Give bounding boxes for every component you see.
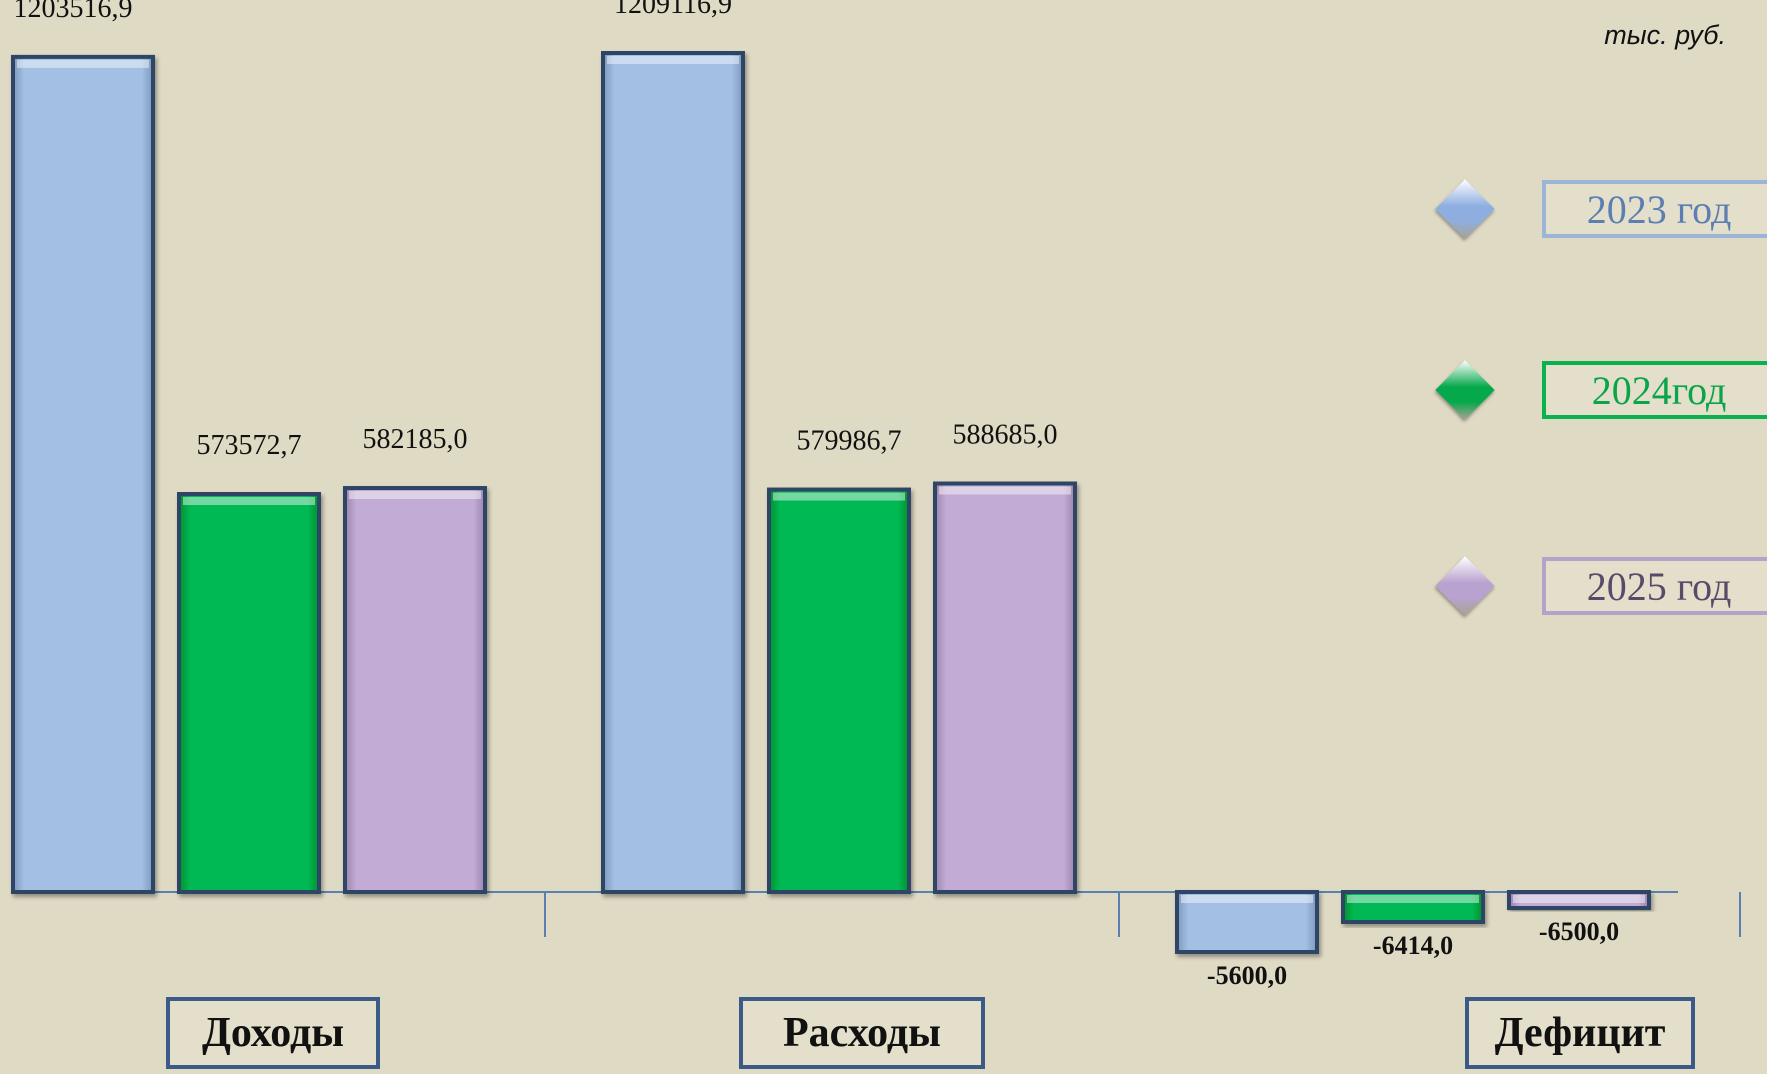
bar-highlight [607,56,739,64]
bar-dokhody-2024год [177,492,321,894]
bar-highlight [773,492,905,501]
bar-layer [11,51,1651,954]
category-label-dokhody: Доходы [166,997,380,1069]
bar-deficit-2024год [1341,890,1485,924]
diamond-icon [1435,360,1495,420]
bar-highlight [349,491,481,500]
data-label: 573572,7 [197,430,302,461]
unit-label: тыс. руб. [1604,20,1726,50]
legend-item-2025: 2025 год [1432,556,1767,621]
data-label: -6500,0 [1539,917,1619,946]
bar-dokhody-2023год [11,54,155,895]
bar-raskhody-2023год [601,51,745,894]
bar-raskhody-2024год [767,487,911,894]
bar-highlight [939,486,1071,495]
data-label: -6414,0 [1373,931,1453,960]
data-label: 582185,0 [363,424,468,455]
legend-item-2024: 2024год [1432,360,1767,425]
diamond-icon [1435,179,1495,239]
bar-deficit-2025год [1507,890,1651,910]
bar-highlight [1513,895,1645,903]
legend-label-2025: 2025 год [1542,557,1767,615]
bar-highlight [1347,895,1479,903]
category-label-raskhody: Расходы [739,997,985,1069]
bar-deficit-2023год [1175,890,1319,954]
data-label: -5600,0 [1207,961,1287,990]
bar-highlight [1181,895,1313,903]
data-label: 579986,7 [797,426,902,457]
legend-item-2023: 2023 год [1432,179,1767,244]
legend-label-2024: 2024год [1542,361,1767,419]
bar-highlight [183,497,315,506]
category-label-deficit: Дефицит [1465,997,1695,1069]
bar-dokhody-2025год [343,486,487,894]
bar-raskhody-2025год [933,481,1077,894]
legend-label-2023: 2023 год [1542,180,1767,238]
data-label: 1203516,9 [14,0,133,24]
bar-highlight [17,59,149,68]
diamond-icon [1435,556,1495,616]
data-label: 1209116,9 [614,0,732,20]
value-label-layer: 1203516,9 573572,7 582185,0 1209116,9 579986… [14,0,1620,990]
data-label: 588685,0 [953,420,1058,451]
